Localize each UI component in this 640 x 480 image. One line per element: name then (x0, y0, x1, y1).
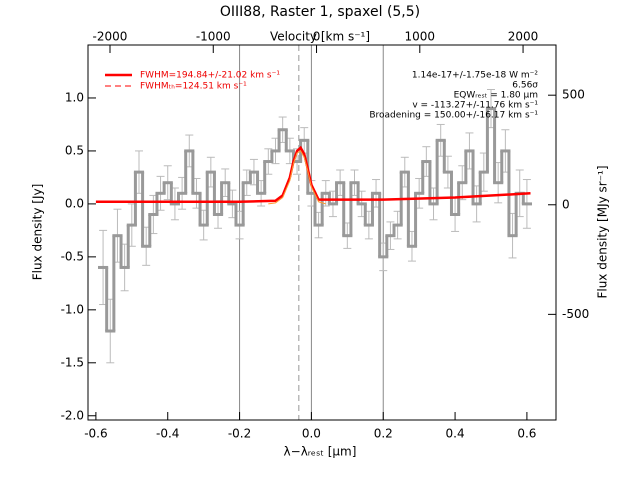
x-tick-label: 0.6 (517, 427, 536, 441)
annotation: v = -113.27+/-11.76 km s⁻¹ (412, 101, 538, 111)
y-tick-label: -0.5 (61, 249, 84, 263)
y2-axis-label: Flux density [MJy sr⁻¹] (596, 165, 610, 298)
y2-tick-label: 500 (562, 88, 585, 102)
x-axis-label: λ−λᵣₑₛₜ [μm] (284, 445, 357, 459)
x2-tick-label: 1000 (405, 30, 436, 44)
x2-axis-label: Velocity [km s⁻¹] (270, 30, 370, 44)
x-tick-label: 0.4 (446, 427, 465, 441)
x-tick-label: -0.2 (228, 427, 251, 441)
x2-tick-label: -1000 (196, 30, 231, 44)
x-tick-label: 0.0 (302, 427, 321, 441)
x2-tick-label: 0 (313, 30, 321, 44)
x2-tick-label: -2000 (93, 30, 128, 44)
fit-component (268, 150, 326, 205)
chart-title: OIII88, Raster 1, spaxel (5,5) (220, 4, 420, 20)
y-tick-label: 1.0 (65, 90, 84, 104)
x-tick-label: 0.2 (374, 427, 393, 441)
y-tick-label: -1.0 (61, 302, 84, 316)
y-tick-label: 0.5 (65, 143, 84, 157)
annotation: EQWᵣₑₛₜ = 1.80 μm (454, 91, 538, 101)
x2-tick-label: 2000 (508, 30, 539, 44)
y-tick-label: 0.0 (65, 196, 84, 210)
y2-tick-label: 0 (562, 197, 570, 211)
legend-label: FWHM=194.84+/-21.02 km s⁻¹ (140, 71, 280, 81)
y-tick-label: -2.0 (61, 408, 84, 422)
x-tick-label: -0.6 (84, 427, 107, 441)
y-tick-label: -1.5 (61, 355, 84, 369)
annotation: 1.14e-17+/-1.75e-18 W m⁻² (412, 71, 539, 81)
fit-line (95, 145, 531, 204)
annotation: 6.56σ (512, 81, 538, 91)
annotation: Broadening = 150.00+/-16.17 km s⁻¹ (369, 111, 538, 121)
y2-tick-label: -500 (562, 307, 589, 321)
y-axis-label: Flux density [Jy] (31, 184, 45, 281)
legend-label: FWHMₜₕ=124.51 km s⁻¹ (140, 82, 247, 92)
x-tick-label: -0.4 (156, 427, 179, 441)
plot-frame (87, 44, 557, 421)
